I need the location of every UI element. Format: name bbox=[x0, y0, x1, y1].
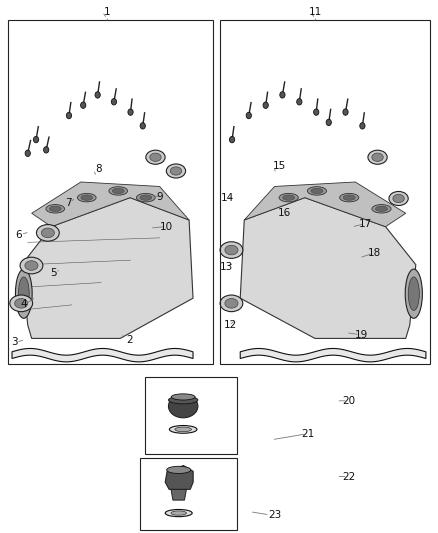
Text: 23: 23 bbox=[268, 510, 282, 520]
Text: 15: 15 bbox=[273, 161, 286, 171]
Text: 11: 11 bbox=[309, 7, 322, 17]
Ellipse shape bbox=[128, 109, 133, 115]
Polygon shape bbox=[12, 349, 193, 362]
Ellipse shape bbox=[81, 195, 93, 200]
Ellipse shape bbox=[15, 269, 32, 318]
Ellipse shape bbox=[405, 269, 422, 318]
Text: 21: 21 bbox=[301, 429, 314, 439]
Bar bbox=[145, 377, 237, 454]
Ellipse shape bbox=[20, 257, 43, 274]
Ellipse shape bbox=[393, 195, 404, 203]
Text: 3: 3 bbox=[11, 337, 18, 347]
Ellipse shape bbox=[389, 191, 408, 206]
Ellipse shape bbox=[111, 99, 117, 105]
Bar bbox=[140, 458, 237, 530]
Ellipse shape bbox=[43, 147, 49, 153]
Ellipse shape bbox=[66, 112, 71, 119]
Polygon shape bbox=[171, 489, 187, 500]
Text: 8: 8 bbox=[95, 165, 102, 174]
Ellipse shape bbox=[166, 164, 186, 178]
Ellipse shape bbox=[175, 427, 191, 432]
Text: 16: 16 bbox=[278, 208, 291, 218]
Polygon shape bbox=[244, 182, 406, 227]
Ellipse shape bbox=[165, 510, 192, 516]
Ellipse shape bbox=[246, 112, 251, 119]
Ellipse shape bbox=[230, 136, 235, 143]
Ellipse shape bbox=[408, 277, 419, 311]
Ellipse shape bbox=[343, 109, 348, 115]
Ellipse shape bbox=[150, 153, 161, 161]
Ellipse shape bbox=[137, 193, 155, 202]
Ellipse shape bbox=[225, 245, 238, 255]
Ellipse shape bbox=[49, 206, 61, 212]
Ellipse shape bbox=[326, 119, 332, 126]
Ellipse shape bbox=[307, 187, 326, 195]
Ellipse shape bbox=[220, 295, 243, 312]
Ellipse shape bbox=[171, 394, 195, 400]
Polygon shape bbox=[240, 198, 416, 338]
Ellipse shape bbox=[81, 102, 86, 108]
Ellipse shape bbox=[279, 193, 298, 202]
Ellipse shape bbox=[314, 109, 319, 115]
Ellipse shape bbox=[18, 277, 29, 311]
Ellipse shape bbox=[263, 102, 268, 108]
Ellipse shape bbox=[10, 295, 32, 312]
Ellipse shape bbox=[166, 466, 191, 473]
Ellipse shape bbox=[78, 193, 96, 202]
Ellipse shape bbox=[109, 187, 127, 195]
Text: 1: 1 bbox=[104, 7, 111, 17]
Polygon shape bbox=[32, 182, 189, 227]
Ellipse shape bbox=[36, 224, 59, 241]
Text: 14: 14 bbox=[221, 193, 234, 203]
Ellipse shape bbox=[95, 92, 100, 98]
Ellipse shape bbox=[25, 150, 30, 157]
Ellipse shape bbox=[368, 150, 387, 164]
Bar bbox=[220, 20, 430, 364]
Ellipse shape bbox=[311, 188, 323, 193]
Ellipse shape bbox=[220, 242, 243, 259]
Ellipse shape bbox=[280, 92, 285, 98]
Text: 4: 4 bbox=[20, 299, 27, 309]
Text: 18: 18 bbox=[368, 248, 381, 258]
Ellipse shape bbox=[283, 195, 295, 200]
Polygon shape bbox=[240, 349, 426, 362]
Ellipse shape bbox=[225, 298, 238, 308]
Text: 6: 6 bbox=[15, 230, 22, 239]
Text: 10: 10 bbox=[160, 222, 173, 231]
Ellipse shape bbox=[375, 206, 388, 212]
Text: 13: 13 bbox=[220, 262, 233, 271]
Ellipse shape bbox=[339, 193, 359, 202]
Ellipse shape bbox=[297, 99, 302, 105]
Ellipse shape bbox=[169, 396, 198, 404]
Ellipse shape bbox=[343, 195, 355, 200]
Polygon shape bbox=[165, 466, 193, 489]
Ellipse shape bbox=[171, 511, 187, 515]
Ellipse shape bbox=[170, 167, 182, 175]
Ellipse shape bbox=[33, 136, 39, 143]
Ellipse shape bbox=[170, 425, 197, 433]
Ellipse shape bbox=[360, 123, 365, 129]
Ellipse shape bbox=[112, 188, 124, 193]
Polygon shape bbox=[22, 198, 193, 338]
Ellipse shape bbox=[372, 205, 391, 213]
Ellipse shape bbox=[46, 205, 65, 213]
Text: 22: 22 bbox=[343, 472, 356, 481]
Bar bbox=[8, 20, 213, 364]
Ellipse shape bbox=[14, 298, 28, 308]
Ellipse shape bbox=[41, 228, 54, 238]
Text: 9: 9 bbox=[157, 192, 163, 202]
Text: 12: 12 bbox=[223, 320, 237, 330]
Text: 20: 20 bbox=[343, 396, 356, 406]
Text: 17: 17 bbox=[359, 219, 372, 229]
Ellipse shape bbox=[169, 394, 198, 418]
Ellipse shape bbox=[372, 153, 383, 161]
Text: 7: 7 bbox=[65, 198, 71, 207]
Ellipse shape bbox=[25, 261, 38, 270]
Text: 2: 2 bbox=[126, 335, 133, 345]
Ellipse shape bbox=[140, 195, 152, 200]
Ellipse shape bbox=[146, 150, 165, 164]
Ellipse shape bbox=[140, 123, 145, 129]
Text: 19: 19 bbox=[355, 330, 368, 340]
Text: 5: 5 bbox=[50, 268, 57, 278]
